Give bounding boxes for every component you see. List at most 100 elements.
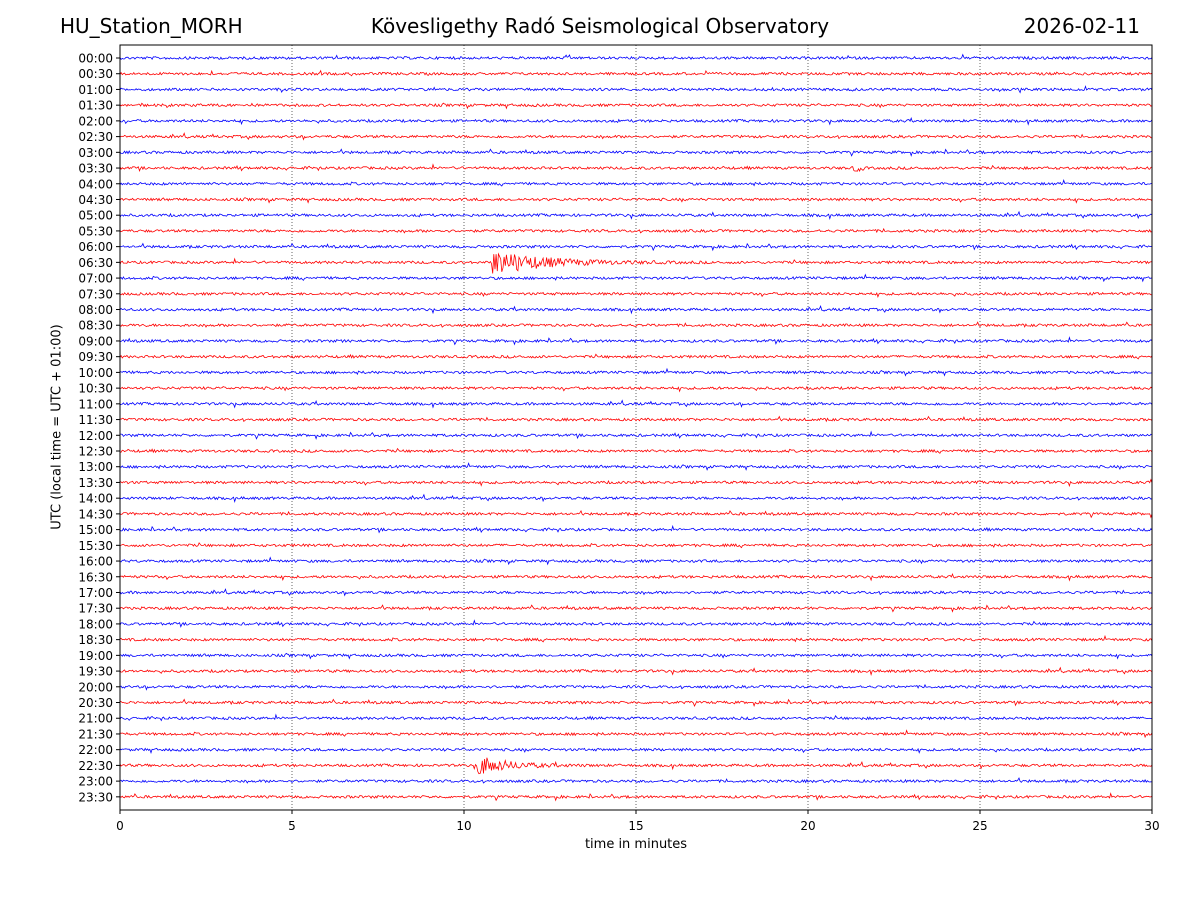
y-axis-label: UTC (local time = UTC + 01:00) (49, 324, 65, 530)
y-tick-label: 11:30 (78, 413, 113, 427)
trace-0730 (119, 291, 1153, 299)
y-tick-label: 04:00 (78, 177, 113, 191)
y-tick-label: 14:30 (78, 507, 113, 521)
y-tick-label: 06:00 (78, 240, 113, 254)
y-tick-label: 07:00 (78, 272, 113, 286)
y-tick-label: 10:00 (78, 366, 113, 380)
x-tick-label: 15 (628, 819, 643, 833)
trace-0300 (119, 148, 1153, 157)
trace-group (119, 53, 1153, 802)
x-tick-label: 20 (800, 819, 815, 833)
y-tick-label: 00:00 (78, 52, 113, 66)
y-tick-label: 20:30 (78, 696, 113, 710)
y-tick-label: 14:00 (78, 492, 113, 506)
y-tick-label: 05:30 (78, 224, 113, 238)
x-tick-label: 10 (456, 819, 471, 833)
y-tick-label: 02:00 (78, 114, 113, 128)
trace-1700 (119, 588, 1153, 597)
trace-0200 (119, 117, 1153, 126)
trace-2230 (119, 757, 1153, 775)
x-tick-label: 30 (1144, 819, 1159, 833)
y-tick-label: 17:30 (78, 602, 113, 616)
y-tick-label: 07:30 (78, 287, 113, 301)
y-tick-label: 22:00 (78, 743, 113, 757)
trace-0330 (119, 163, 1153, 172)
trace-2200 (119, 747, 1153, 754)
y-tick-label: 08:00 (78, 303, 113, 317)
y-tick-label: 08:30 (78, 319, 113, 333)
y-tick-label: 22:30 (78, 759, 113, 773)
y-tick-label: 15:00 (78, 523, 113, 537)
trace-1630 (119, 572, 1153, 582)
y-tick-label: 05:00 (78, 209, 113, 223)
y-tick-label: 12:30 (78, 445, 113, 459)
trace-1500 (119, 524, 1153, 534)
x-axis-label: time in minutes (584, 837, 688, 852)
grid-lines (291, 45, 981, 810)
y-tick-label: 19:00 (78, 649, 113, 663)
trace-0530 (119, 227, 1153, 234)
y-tick-label: 09:00 (78, 334, 113, 348)
y-tick-label: 01:30 (78, 99, 113, 113)
y-tick-label: 15:30 (78, 539, 113, 553)
y-tick-label: 04:30 (78, 193, 113, 207)
trace-0430 (119, 197, 1153, 204)
y-tick-label: 13:00 (78, 460, 113, 474)
trace-0700 (119, 273, 1153, 283)
trace-1900 (119, 652, 1153, 660)
chart-date: 2026-02-11 (1023, 14, 1140, 38)
trace-0030 (119, 69, 1153, 77)
trace-0000 (119, 53, 1153, 61)
trace-1400 (119, 493, 1153, 504)
trace-1330 (119, 478, 1153, 488)
station-name: HU_Station_MORH (60, 14, 243, 38)
y-tick-label: 11:00 (78, 397, 113, 411)
trace-0500 (119, 210, 1153, 221)
x-tick-label: 25 (972, 819, 987, 833)
trace-0100 (119, 85, 1153, 94)
trace-2300 (120, 777, 1153, 784)
y-tick-label: 17:00 (78, 586, 113, 600)
y-tick-label: 02:30 (78, 130, 113, 144)
trace-0130 (119, 102, 1153, 110)
trace-1100 (119, 399, 1153, 409)
y-tick-label: 23:00 (78, 775, 113, 789)
x-tick-label: 0 (116, 819, 124, 833)
y-tick-label: 03:00 (78, 146, 113, 160)
trace-1200 (120, 430, 1153, 440)
trace-1430 (119, 509, 1153, 519)
trace-1130 (119, 415, 1153, 423)
y-tick-label: 01:00 (78, 83, 113, 97)
trace-2100 (119, 713, 1153, 722)
y-tick-label: 12:00 (78, 429, 113, 443)
trace-0400 (119, 179, 1153, 187)
y-tick-label: 20:00 (78, 680, 113, 694)
trace-1230 (119, 447, 1153, 454)
y-tick-label: 18:00 (78, 617, 113, 631)
trace-0600 (119, 242, 1153, 252)
y-tick-label: 00:30 (78, 67, 113, 81)
trace-2130 (119, 729, 1153, 739)
trace-0900 (119, 336, 1153, 346)
x-tick-group: 0 5 10 15 20 25 30 (116, 810, 1160, 833)
trace-1030 (119, 385, 1153, 393)
trace-1830 (119, 634, 1153, 643)
y-tick-label: 16:30 (78, 570, 113, 584)
trace-1930 (119, 666, 1153, 676)
trace-1730 (119, 604, 1153, 613)
trace-1300 (119, 462, 1153, 471)
trace-1000 (119, 367, 1153, 377)
y-tick-label: 19:30 (78, 665, 113, 679)
y-tick-label: 03:30 (78, 162, 113, 176)
trace-2030 (119, 698, 1153, 708)
y-tick-label: 21:00 (78, 712, 113, 726)
trace-0630 (119, 252, 1153, 274)
trace-2000 (119, 683, 1153, 691)
y-tick-label: 13:30 (78, 476, 113, 490)
y-tick-label: 06:30 (78, 256, 113, 270)
y-tick-label: 18:30 (78, 633, 113, 647)
trace-1600 (119, 556, 1153, 566)
y-tick-label: 21:30 (78, 727, 113, 741)
